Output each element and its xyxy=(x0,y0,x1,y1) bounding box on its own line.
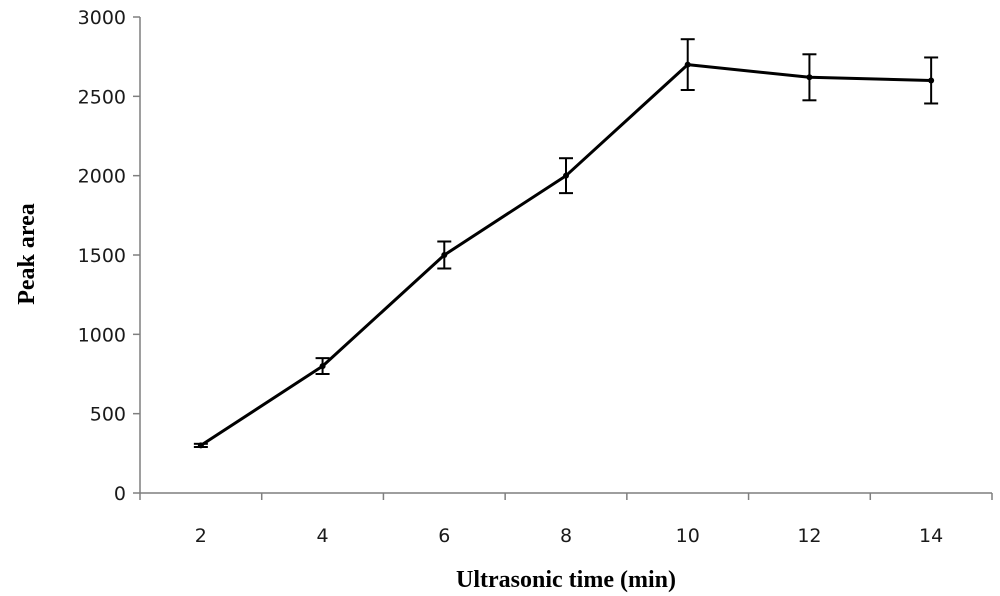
y-tick-label: 1500 xyxy=(78,245,126,267)
data-point xyxy=(563,172,569,179)
y-tick-label: 1000 xyxy=(78,324,126,346)
data-point xyxy=(197,442,204,449)
series-layer xyxy=(197,61,935,449)
series-line xyxy=(200,63,932,447)
ticks: 0 500 1000 1500 2000 2500 3000 2 4 6 8 10 12 14 xyxy=(78,7,993,547)
y-tick-label: 2000 xyxy=(78,166,126,188)
x-tick-label: 10 xyxy=(676,525,700,547)
y-tick-label: 500 xyxy=(90,404,126,426)
x-tick-label: 4 xyxy=(317,525,329,547)
x-axis-title: Ultrasonic time (min) xyxy=(456,567,676,593)
x-tick-label: 14 xyxy=(919,525,943,547)
x-tick-label: 12 xyxy=(797,525,821,547)
x-tick-label: 8 xyxy=(560,525,572,547)
data-point xyxy=(441,252,448,258)
data-point xyxy=(806,74,813,81)
data-point xyxy=(319,363,326,370)
y-tick-label: 3000 xyxy=(78,7,126,29)
x-tick-label: 6 xyxy=(438,525,450,547)
axes xyxy=(139,17,992,494)
data-point xyxy=(928,77,935,84)
y-tick-label: 0 xyxy=(114,483,126,505)
y-tick-label: 2500 xyxy=(78,86,126,108)
data-point xyxy=(684,61,691,68)
x-tick-label: 2 xyxy=(195,525,207,547)
y-axis-title: Peak area xyxy=(14,203,40,305)
error-bars xyxy=(193,38,939,448)
